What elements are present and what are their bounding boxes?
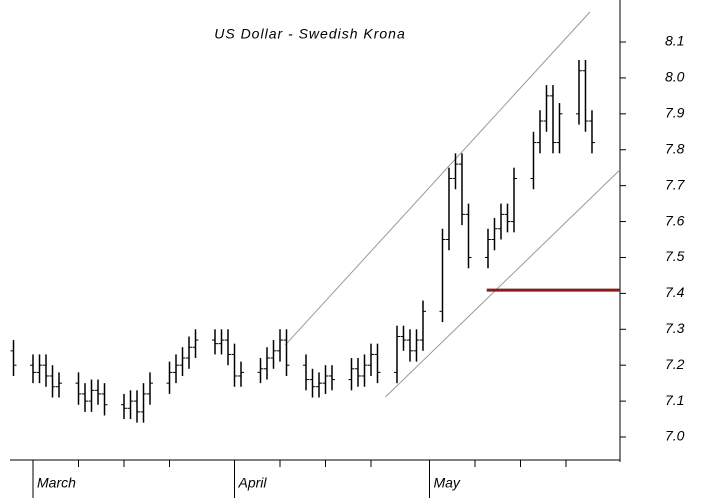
trend-line [284,11,591,346]
x-tick-label: April [238,475,268,491]
trend-line [384,169,621,398]
y-tick-label: 7.6 [665,212,685,228]
y-tick-label: 7.8 [665,140,685,156]
x-tick-label: May [433,475,460,491]
y-tick-label: 7.9 [665,105,685,121]
y-tick-label: 8.1 [665,33,684,49]
y-tick-label: 7.4 [665,284,685,300]
y-tick-label: 7.2 [665,356,685,372]
y-tick-label: 7.5 [665,248,685,264]
chart-title: US Dollar - Swedish Krona [214,26,406,42]
x-tick-label: March [37,475,76,491]
y-tick-label: 7.0 [665,428,685,444]
y-tick-label: 7.1 [665,392,684,408]
y-tick-label: 7.3 [665,320,685,336]
y-tick-label: 7.7 [665,176,686,192]
y-tick-label: 8.0 [665,69,685,85]
